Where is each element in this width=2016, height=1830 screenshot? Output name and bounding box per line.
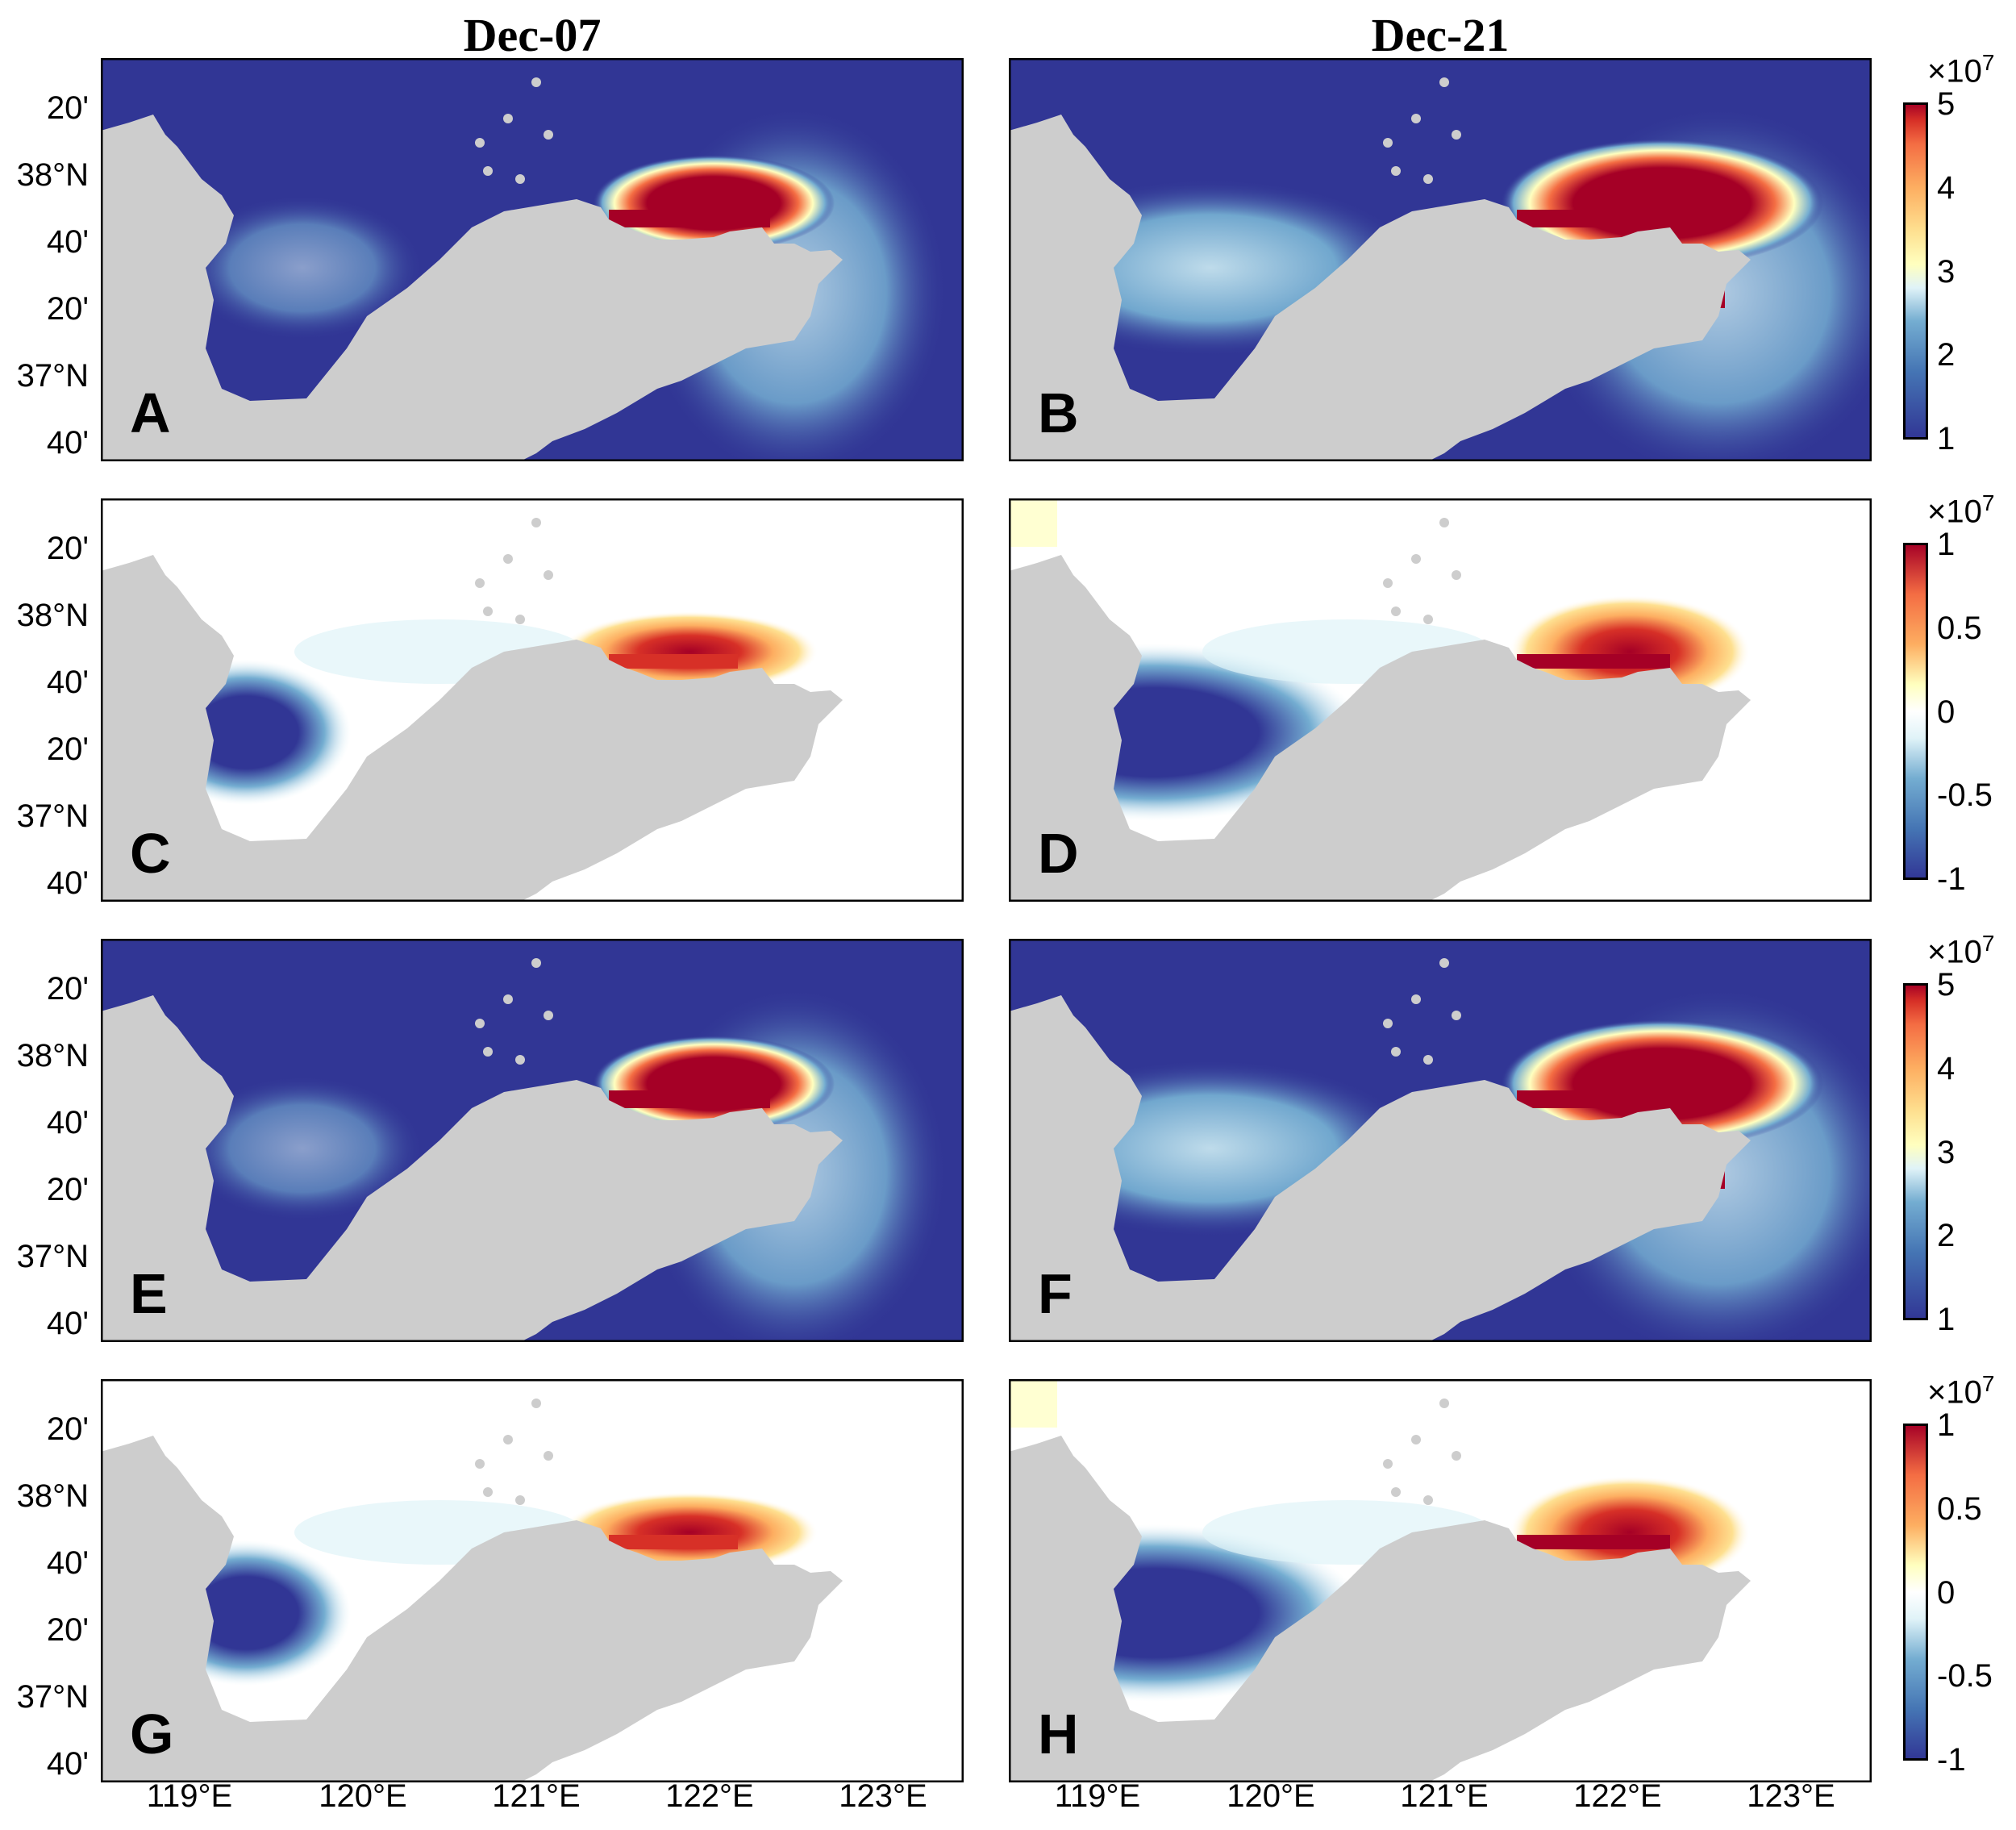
colorbar-tick-label: 5 [1937, 967, 1956, 1003]
lat-tick-label: 37°N [16, 358, 89, 394]
lat-tick-label: 37°N [16, 798, 89, 834]
colorbar-tick-label: 1 [1937, 421, 1956, 456]
panel-label: E [130, 1262, 168, 1325]
lon-tick-label: 123°E [1747, 1778, 1835, 1814]
colorbar-tick-label: 0 [1937, 694, 1956, 730]
lon-tick-label: 122°E [665, 1778, 754, 1814]
colorbar-tick-label: 5 [1937, 86, 1956, 122]
lat-tick-label: 20' [46, 1411, 89, 1447]
lon-tick-label: 119°E [1054, 1778, 1141, 1814]
map-field-g [101, 1379, 964, 1782]
lat-tick-label: 20' [46, 971, 89, 1007]
lat-tick-label: 40' [46, 665, 89, 700]
lat-tick-label: 20' [46, 291, 89, 327]
lat-tick-label: 38°N [16, 157, 89, 193]
lat-tick-label: 37°N [16, 1679, 89, 1715]
colorbar-tick-label: 0.5 [1937, 610, 1982, 646]
lat-tick-label: 37°N [16, 1239, 89, 1274]
map-panel-b: B [1009, 58, 1872, 461]
map-panel-d: D [1009, 498, 1872, 902]
map-panel-c: C [101, 498, 964, 902]
panel-label: F [1038, 1262, 1073, 1325]
map-panel-e: E [101, 939, 964, 1342]
map-panel-h: H [1009, 1379, 1872, 1782]
colorbar-4 [1903, 1424, 1928, 1761]
colorbar-tick-label: 0.5 [1937, 1490, 1982, 1527]
colorbar-1 [1903, 102, 1928, 440]
panel-label: H [1038, 1703, 1079, 1765]
panel-label: G [130, 1703, 174, 1765]
map-panel-f: F [1009, 939, 1872, 1342]
map-field-b [1009, 58, 1872, 461]
colorbar-tick-label: 2 [1937, 337, 1956, 373]
lat-tick-label: 20' [46, 732, 89, 767]
colorbar-tick-label: 3 [1937, 1134, 1956, 1170]
lon-tick-label: 120°E [319, 1778, 407, 1814]
lat-tick-label: 40' [46, 1105, 89, 1140]
lon-tick-label: 123°E [839, 1778, 927, 1814]
lat-tick-label: 40' [46, 224, 89, 260]
colorbar-3 [1903, 983, 1928, 1320]
map-panel-a: A [101, 58, 964, 461]
colorbar-tick-label: -0.5 [1937, 1658, 1993, 1695]
map-field-d [1009, 498, 1872, 902]
colorbar-exponent: ×107 [1927, 1371, 1995, 1411]
map-panel-g: G [101, 1379, 964, 1782]
lat-tick-label: 40' [46, 425, 89, 461]
map-field-a [101, 58, 964, 461]
colorbar-tick-label: 4 [1937, 1050, 1956, 1086]
colorbar-tick-label: -0.5 [1937, 777, 1993, 814]
column-title-dec07: Dec-07 [463, 9, 602, 61]
lat-tick-label: 40' [46, 1545, 89, 1581]
colorbar-tick-label: 0 [1937, 1574, 1956, 1611]
lat-tick-label: 38°N [16, 1038, 89, 1073]
colorbar-tick-label: 1 [1937, 527, 1956, 562]
colorbar-tick-label: 1 [1937, 1407, 1956, 1443]
lat-tick-label: 20' [46, 1172, 89, 1207]
map-field-e [101, 939, 964, 1342]
map-field-c [101, 498, 964, 902]
lat-tick-label: 40' [46, 1306, 89, 1341]
colorbar-tick-label: 2 [1937, 1218, 1956, 1254]
colorbar-tick-label: -1 [1937, 1742, 1966, 1778]
lon-tick-label: 121°E [492, 1778, 581, 1814]
lat-tick-label: 40' [46, 1746, 89, 1782]
lon-tick-label: 121°E [1400, 1778, 1489, 1814]
lat-tick-label: 38°N [16, 598, 89, 633]
lon-tick-label: 119°E [146, 1778, 233, 1814]
colorbar-tick-label: 4 [1937, 169, 1956, 206]
colorbar-2 [1903, 543, 1928, 880]
lat-tick-label: 38°N [16, 1478, 89, 1514]
colorbar-exponent: ×107 [1927, 931, 1995, 970]
column-title-dec21: Dec-21 [1371, 9, 1510, 61]
lat-tick-label: 40' [46, 865, 89, 901]
lat-tick-label: 20' [46, 531, 89, 566]
colorbar-exponent: ×107 [1927, 50, 1995, 90]
lon-tick-label: 122°E [1573, 1778, 1662, 1814]
lat-tick-label: 20' [46, 1612, 89, 1648]
map-field-h [1009, 1379, 1872, 1782]
colorbar-tick-label: -1 [1937, 861, 1966, 897]
colorbar-tick-label: 3 [1937, 253, 1956, 290]
panel-label: C [130, 822, 171, 885]
panel-label: D [1038, 822, 1079, 885]
map-field-f [1009, 939, 1872, 1342]
lon-tick-label: 120°E [1227, 1778, 1315, 1814]
colorbar-tick-label: 1 [1937, 1302, 1956, 1337]
colorbar-exponent: ×107 [1927, 490, 1995, 530]
lat-tick-label: 20' [46, 90, 89, 126]
panel-label: A [130, 381, 171, 444]
panel-label: B [1038, 381, 1079, 444]
